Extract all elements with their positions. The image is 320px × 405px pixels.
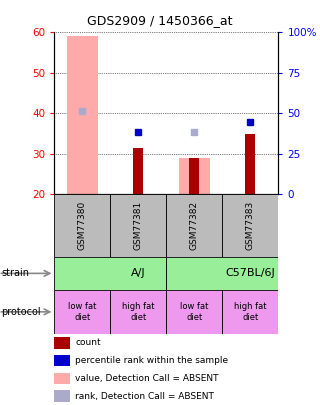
Text: GSM77383: GSM77383 <box>246 201 255 250</box>
Bar <box>166 194 222 257</box>
Bar <box>54 373 70 384</box>
Bar <box>54 355 70 367</box>
Text: C57BL/6J: C57BL/6J <box>226 269 275 278</box>
Text: high fat
diet: high fat diet <box>122 302 155 322</box>
Text: high fat
diet: high fat diet <box>234 302 267 322</box>
Bar <box>54 194 110 257</box>
Text: count: count <box>75 339 101 347</box>
Bar <box>222 290 278 334</box>
Bar <box>245 134 255 194</box>
Bar <box>67 36 98 194</box>
Bar <box>189 158 199 194</box>
Bar <box>222 194 278 257</box>
Text: rank, Detection Call = ABSENT: rank, Detection Call = ABSENT <box>75 392 214 401</box>
Text: GSM77382: GSM77382 <box>190 201 199 250</box>
Bar <box>133 148 143 194</box>
Text: GSM77380: GSM77380 <box>78 201 87 250</box>
Text: protocol: protocol <box>2 307 41 317</box>
Bar <box>54 257 166 290</box>
Text: GDS2909 / 1450366_at: GDS2909 / 1450366_at <box>87 14 233 27</box>
Text: strain: strain <box>2 269 30 278</box>
Bar <box>54 337 70 349</box>
Bar <box>179 158 210 194</box>
Bar <box>166 290 222 334</box>
Text: percentile rank within the sample: percentile rank within the sample <box>75 356 228 365</box>
Bar <box>110 290 166 334</box>
Text: low fat
diet: low fat diet <box>68 302 97 322</box>
Bar <box>54 290 110 334</box>
Bar <box>166 257 278 290</box>
Bar <box>110 194 166 257</box>
Text: value, Detection Call = ABSENT: value, Detection Call = ABSENT <box>75 374 219 383</box>
Text: low fat
diet: low fat diet <box>180 302 209 322</box>
Text: GSM77381: GSM77381 <box>134 201 143 250</box>
Text: A/J: A/J <box>131 269 146 278</box>
Bar <box>54 390 70 402</box>
